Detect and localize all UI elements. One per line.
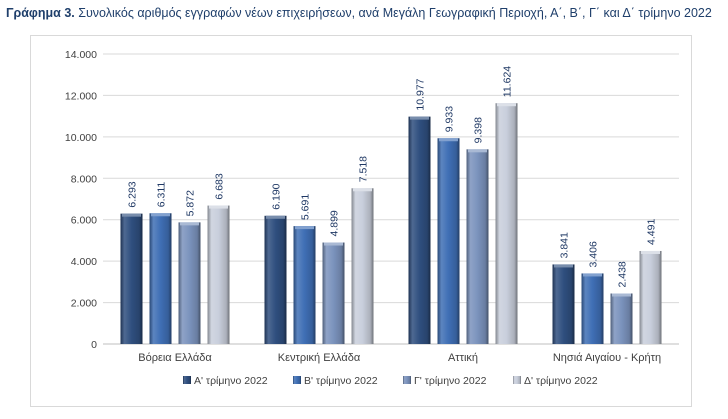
bar (610, 293, 633, 344)
data-label: 5.691 (300, 194, 312, 220)
bar-top-bevel (353, 188, 372, 192)
y-tick-label: 4.000 (71, 256, 97, 268)
bar-top-bevel (410, 116, 429, 120)
data-label: 6.190 (271, 183, 283, 209)
bar (552, 264, 575, 344)
data-label: 3.406 (588, 241, 600, 267)
data-label: 4.899 (329, 210, 341, 236)
bar-top-bevel (439, 138, 458, 142)
category-label: Κεντρική Ελλάδα (278, 352, 361, 364)
bar (351, 188, 374, 344)
bar-top-bevel (324, 242, 343, 246)
category-label: Αττική (448, 352, 478, 364)
legend-label: Α' τρίμηνο 2022 (194, 375, 268, 387)
bar (322, 242, 345, 344)
y-tick-label: 14.000 (65, 49, 97, 61)
bar (437, 138, 460, 344)
bar-top-bevel (612, 293, 631, 297)
legend-label: Δ' τρίμηνο 2022 (524, 375, 598, 387)
chart-title: Γράφημα 3. Συνολικός αριθμός εγγραφών νέ… (6, 6, 712, 20)
y-tick-label: 6.000 (71, 215, 97, 227)
y-tick-label: 2.000 (71, 298, 97, 310)
data-label: 9.398 (473, 117, 485, 143)
y-tick-label: 12.000 (65, 90, 97, 102)
bar (466, 149, 489, 344)
bar-top-bevel (266, 215, 285, 219)
y-tick-label: 8.000 (71, 173, 97, 185)
legend-label: Γ' τρίμηνο 2022 (414, 375, 487, 387)
bar (264, 215, 287, 344)
data-label: 9.933 (444, 106, 456, 132)
data-label: 5.872 (185, 190, 197, 216)
legend-swatch (293, 376, 301, 384)
chart-title-prefix: Γράφημα 3. (6, 6, 75, 20)
chart-frame: 0 2.000 4.000 6.000 8.000 10.000 12.000 14.000 6… (30, 35, 692, 407)
bar-top-bevel (209, 205, 228, 209)
bar (120, 213, 143, 344)
bar (495, 103, 518, 345)
data-label: 3.841 (559, 232, 571, 258)
category-label: Νησιά Αιγαίου - Κρήτη (553, 352, 661, 364)
bar-top-bevel (151, 213, 170, 217)
bar-top-bevel (583, 273, 602, 277)
category-label: Βόρεια Ελλάδα (138, 352, 212, 364)
data-label: 2.438 (617, 261, 629, 287)
bar (293, 226, 316, 344)
data-label: 7.518 (358, 156, 370, 182)
y-tick-label: 10.000 (65, 132, 97, 144)
bar (207, 205, 230, 344)
legend-label: Β' τρίμηνο 2022 (304, 375, 378, 387)
data-label: 4.491 (646, 219, 658, 245)
bar-chart: 0 2.000 4.000 6.000 8.000 10.000 12.000 14.000 6… (65, 49, 679, 387)
data-label: 10.977 (415, 78, 427, 110)
data-label: 6.293 (127, 181, 139, 207)
bar (639, 250, 662, 344)
bar-top-bevel (468, 149, 487, 153)
bar-top-bevel (180, 222, 199, 226)
y-tick-label: 0 (91, 339, 97, 351)
legend-swatch (403, 376, 411, 384)
data-label: 11.624 (502, 66, 514, 97)
bar-top-bevel (122, 213, 141, 217)
bar (408, 116, 431, 344)
legend-swatch (183, 376, 191, 384)
bar-top-bevel (497, 103, 516, 107)
legend-swatch (513, 376, 521, 384)
bar (178, 222, 201, 344)
bar (149, 213, 172, 344)
bar-top-bevel (641, 250, 660, 254)
data-label: 6.683 (214, 173, 226, 199)
bar-top-bevel (554, 264, 573, 268)
chart-title-text: Συνολικός αριθμός εγγραφών νέων επιχειρή… (74, 6, 712, 20)
data-label: 6.311 (156, 182, 168, 208)
bar (581, 273, 604, 344)
bar-top-bevel (295, 226, 314, 230)
